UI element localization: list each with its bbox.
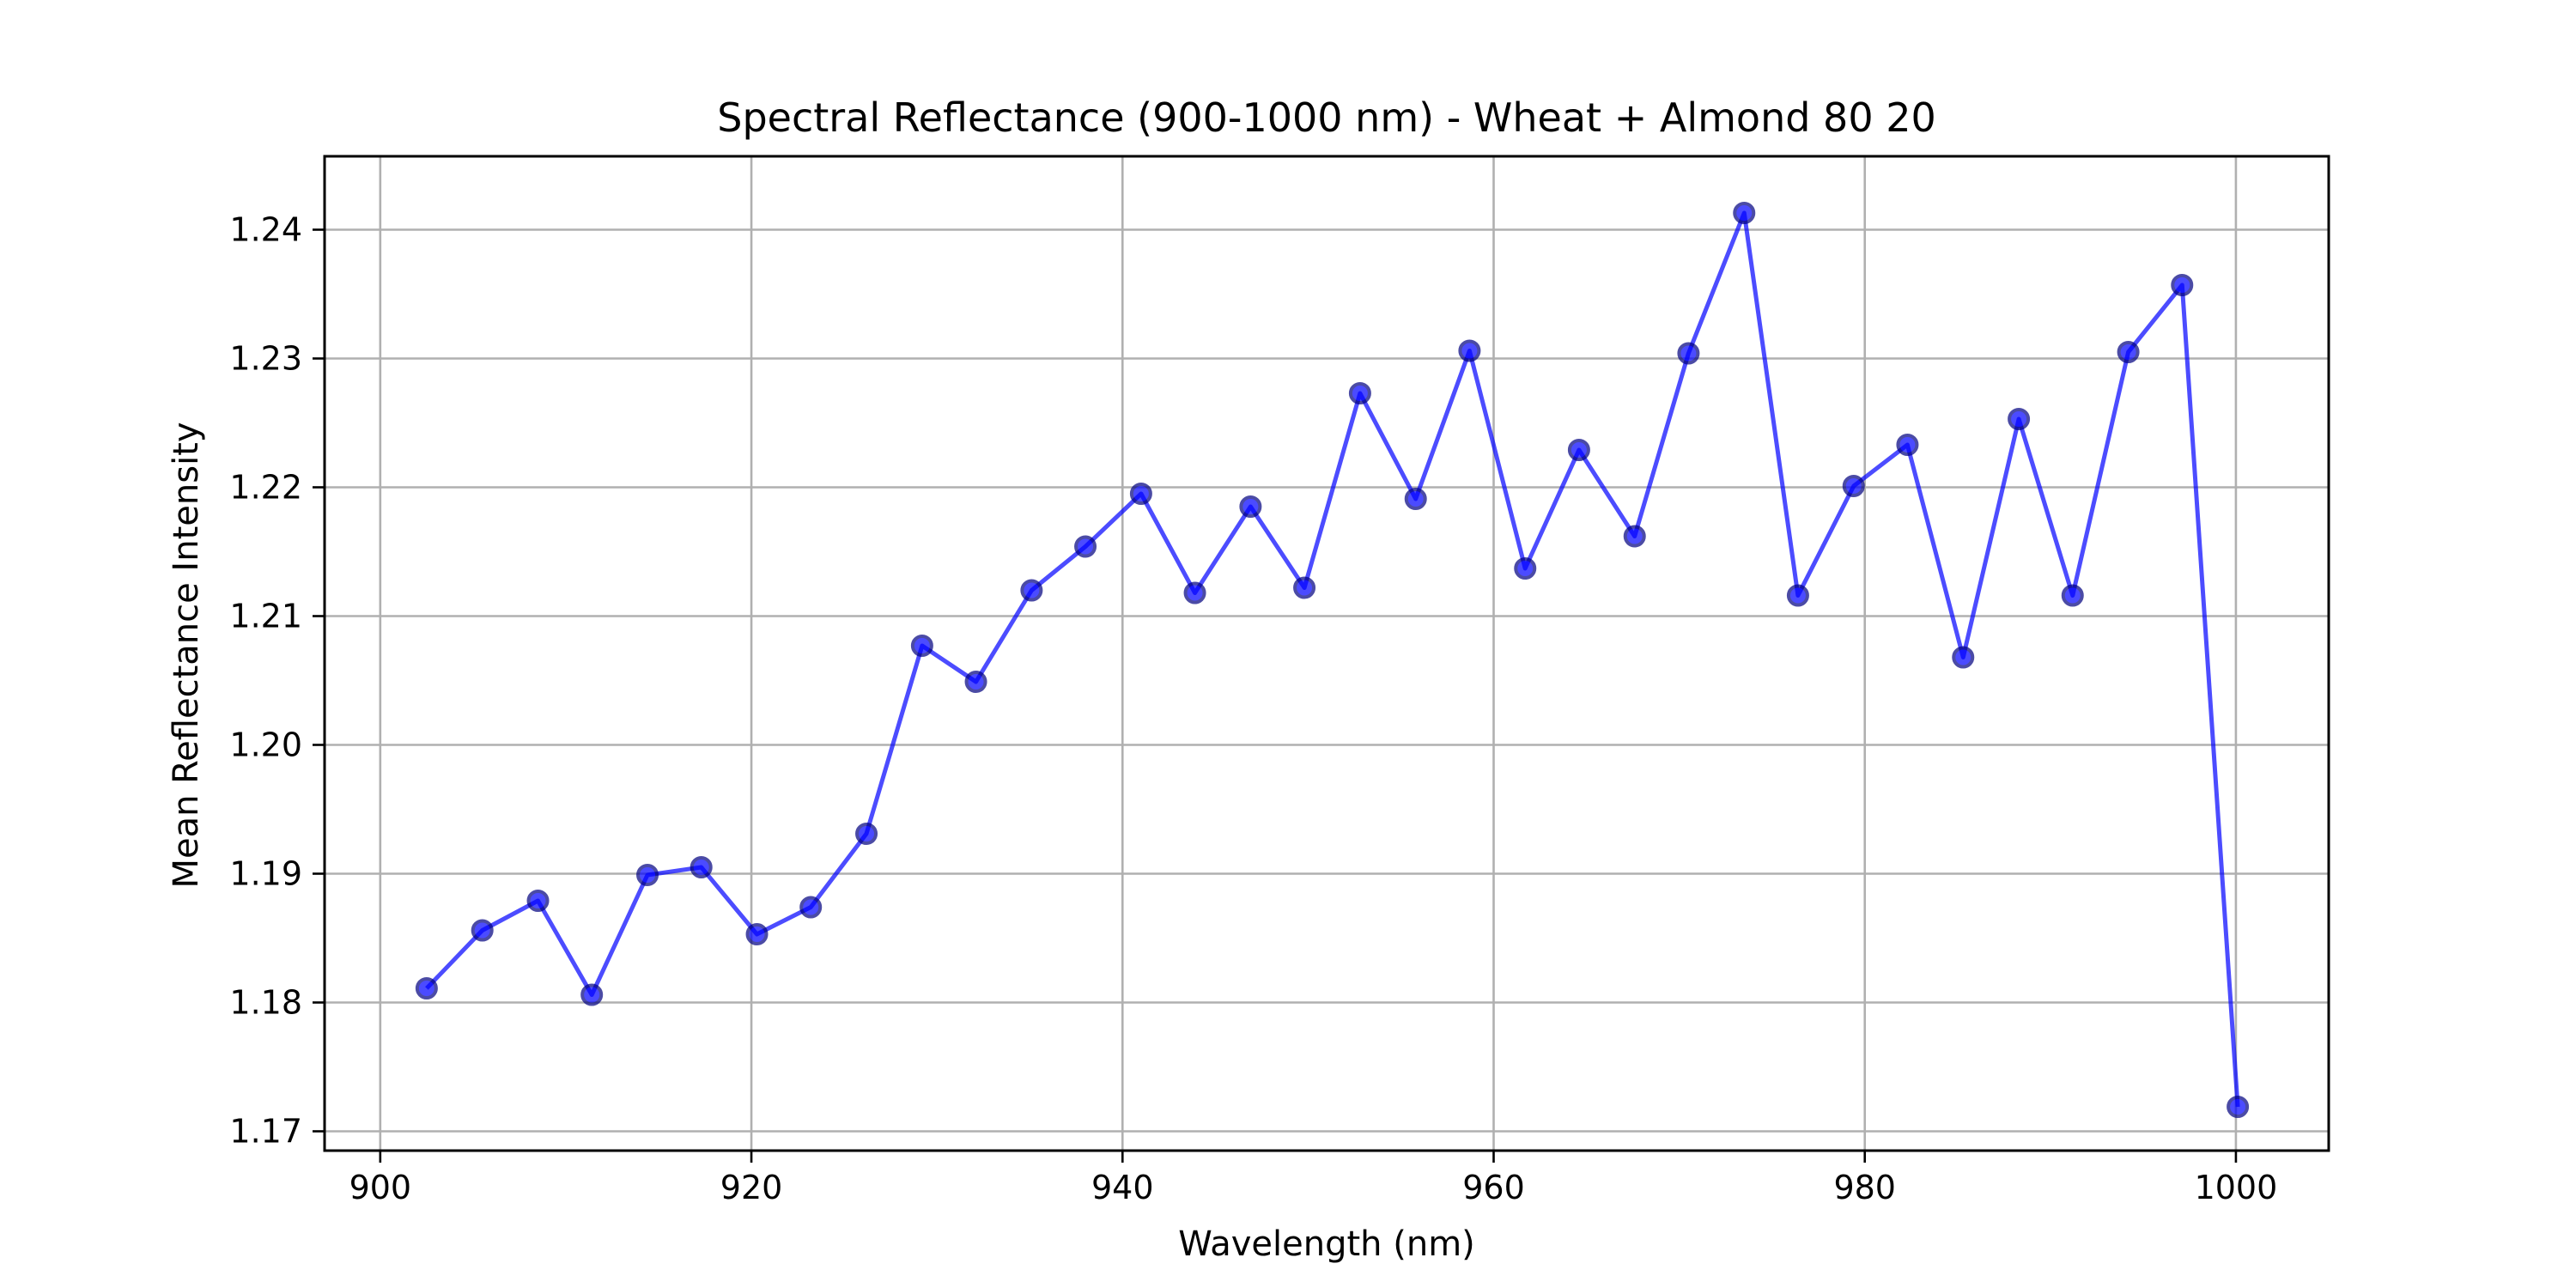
tick-layer: 900 920 940 960 980 1000 1.17 1.18 1.19 1.20 1.21 1… <box>229 211 2277 1207</box>
data-point <box>2061 584 2084 607</box>
data-point <box>745 923 769 945</box>
y-tick-label: 1.21 <box>229 598 302 635</box>
y-tick-label: 1.19 <box>229 855 302 893</box>
data-point <box>1733 202 1756 224</box>
x-tick-label: 900 <box>349 1169 412 1206</box>
data-point <box>1239 495 1262 518</box>
data-point <box>2117 341 2140 363</box>
y-tick-label: 1.18 <box>229 984 302 1022</box>
data-point <box>1348 382 1371 404</box>
data-point <box>636 864 659 886</box>
series-line <box>425 210 2240 1108</box>
y-tick-label: 1.24 <box>229 211 302 249</box>
data-point <box>580 983 604 1006</box>
data-point <box>1896 434 1919 456</box>
data-point <box>1842 475 1865 497</box>
data-point <box>2171 274 2194 296</box>
data-point <box>1567 439 1590 461</box>
x-tick-label: 920 <box>720 1169 783 1206</box>
data-point <box>799 896 823 919</box>
data-point <box>1623 525 1646 548</box>
grid-layer <box>325 156 2329 1151</box>
y-axis-label: Mean Reflectance Intensity <box>167 422 206 888</box>
x-tick-label: 1000 <box>2195 1169 2278 1206</box>
data-point <box>1677 342 1700 365</box>
data-point <box>1183 581 1206 605</box>
y-tick-label: 1.22 <box>229 469 302 507</box>
data-point <box>1074 535 1097 558</box>
chart-title: Spectral Reflectance (900-1000 nm) - Whe… <box>717 94 1936 141</box>
x-axis-label: Wavelength (nm) <box>1178 1224 1475 1264</box>
data-point <box>1514 557 1537 580</box>
data-point <box>415 977 438 999</box>
data-point <box>1786 584 1809 607</box>
data-point <box>1952 646 1975 669</box>
y-tick-label: 1.17 <box>229 1113 302 1151</box>
y-tick-label: 1.23 <box>229 340 302 378</box>
data-point <box>2008 408 2031 430</box>
plot-frame <box>323 155 2330 1152</box>
series-layer <box>415 202 2250 1118</box>
y-tick-label: 1.20 <box>229 726 302 764</box>
data-point <box>855 823 878 845</box>
data-point <box>964 671 987 693</box>
data-point <box>1293 576 1316 599</box>
data-point <box>690 856 713 878</box>
data-point <box>910 635 933 657</box>
data-point <box>471 919 494 942</box>
data-point <box>1020 579 1043 602</box>
data-point <box>1129 483 1152 505</box>
data-point <box>1404 488 1427 510</box>
data-point <box>526 890 550 912</box>
data-point <box>2227 1096 2250 1118</box>
data-point <box>1458 339 1481 362</box>
x-tick-label: 960 <box>1462 1169 1525 1206</box>
x-tick-label: 940 <box>1091 1169 1154 1206</box>
x-tick-label: 980 <box>1833 1169 1896 1206</box>
